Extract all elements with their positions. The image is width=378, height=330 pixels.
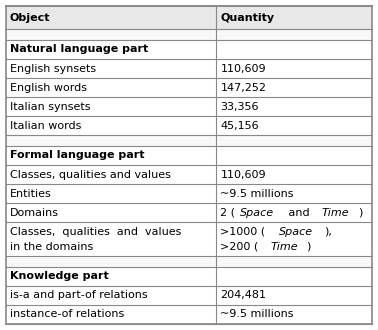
Bar (6, 40, 372, 59)
Bar (6, 222, 372, 256)
Text: ): ) (358, 208, 362, 218)
Text: 147,252: 147,252 (220, 82, 266, 93)
Text: Natural language part: Natural language part (10, 45, 148, 54)
Text: 204,481: 204,481 (220, 290, 266, 300)
Bar (6, 29, 372, 40)
Text: 110,609: 110,609 (220, 64, 266, 74)
Text: Space: Space (279, 227, 313, 237)
Text: Italian words: Italian words (10, 121, 81, 131)
Text: >200 (: >200 ( (220, 242, 259, 252)
Bar (6, 6, 372, 29)
Bar (6, 305, 372, 324)
Text: instance-of relations: instance-of relations (10, 310, 124, 319)
Text: Object: Object (10, 13, 51, 23)
Text: Italian synsets: Italian synsets (10, 102, 90, 112)
Bar (6, 146, 372, 165)
Text: Formal language part: Formal language part (10, 150, 144, 160)
Bar (6, 135, 372, 146)
Text: Classes, qualities and values: Classes, qualities and values (10, 170, 171, 180)
Bar (6, 59, 372, 78)
Text: and: and (285, 208, 313, 218)
Bar (6, 116, 372, 135)
Text: English synsets: English synsets (10, 64, 96, 74)
Bar (6, 184, 372, 203)
Text: Time: Time (322, 208, 349, 218)
Text: ~9.5 millions: ~9.5 millions (220, 310, 294, 319)
Text: Entities: Entities (10, 189, 52, 199)
Text: Knowledge part: Knowledge part (10, 271, 109, 281)
Text: 2 (: 2 ( (220, 208, 235, 218)
Text: >1000 (: >1000 ( (220, 227, 266, 237)
Bar (6, 267, 372, 286)
Bar (6, 203, 372, 222)
Text: ),: ), (324, 227, 332, 237)
Text: in the domains: in the domains (10, 242, 93, 252)
Text: ~9.5 millions: ~9.5 millions (220, 189, 294, 199)
Text: 45,156: 45,156 (220, 121, 259, 131)
Bar (6, 256, 372, 267)
Text: is-a and part-of relations: is-a and part-of relations (10, 290, 148, 300)
Text: 110,609: 110,609 (220, 170, 266, 180)
Text: ): ) (307, 242, 311, 252)
Bar (6, 286, 372, 305)
Text: Space: Space (240, 208, 274, 218)
Bar (6, 165, 372, 184)
Text: Domains: Domains (10, 208, 59, 218)
Text: Classes,  qualities  and  values: Classes, qualities and values (10, 227, 181, 237)
Text: Quantity: Quantity (220, 13, 274, 23)
Bar (6, 97, 372, 116)
Text: Time: Time (270, 242, 298, 252)
Text: English words: English words (10, 82, 87, 93)
Bar (6, 78, 372, 97)
Text: 33,356: 33,356 (220, 102, 259, 112)
